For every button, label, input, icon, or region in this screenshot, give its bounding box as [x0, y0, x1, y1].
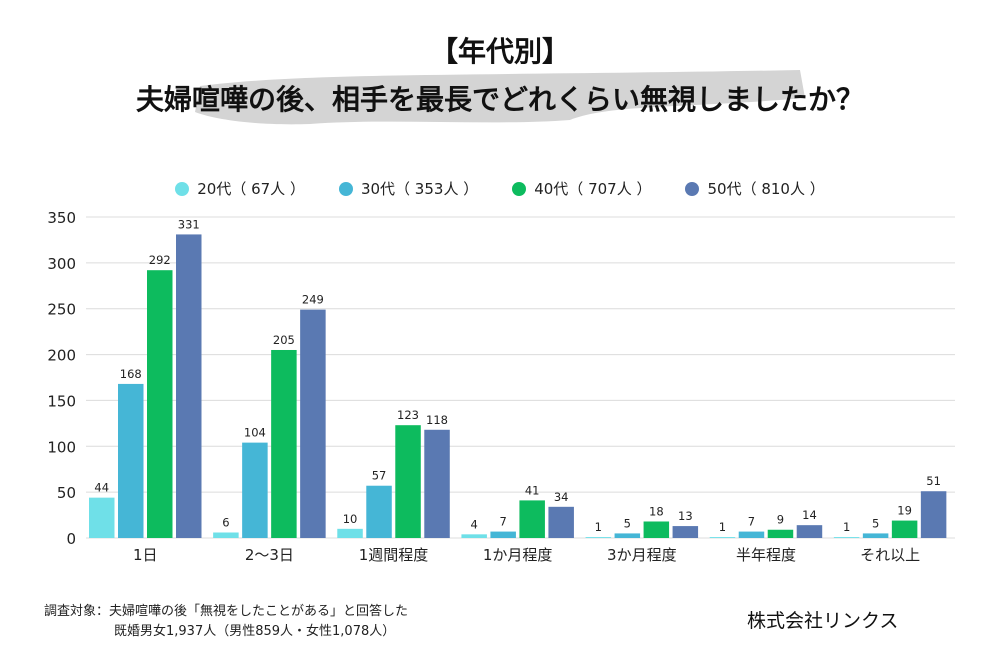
- bar: [147, 270, 173, 538]
- data-label: 19: [897, 504, 912, 518]
- data-label: 51: [926, 474, 941, 488]
- bar: [614, 533, 641, 538]
- legend-item-50s: 50代（ 810人 ）: [685, 178, 825, 199]
- bar: [395, 425, 421, 538]
- x-tick-label: 1か月程度: [483, 546, 553, 564]
- bar: [176, 234, 202, 538]
- bar: [920, 491, 947, 538]
- bar: [300, 309, 326, 538]
- legend-swatch-50s: [685, 181, 700, 196]
- bar: [490, 531, 516, 538]
- legend-swatch-40s: [512, 181, 527, 196]
- data-label: 168: [120, 367, 142, 381]
- data-label: 14: [802, 508, 817, 522]
- y-tick-label: 150: [47, 392, 76, 410]
- data-label: 292: [149, 253, 171, 267]
- bar: [767, 529, 794, 538]
- brush-stroke-decoration: [195, 70, 805, 125]
- bar: [891, 520, 918, 538]
- title-line-1: 【年代別】: [429, 35, 570, 68]
- data-label: 1: [719, 520, 726, 534]
- bar: [213, 532, 239, 538]
- bar: [271, 349, 297, 538]
- bar: [738, 531, 765, 538]
- legend-label-40s: 40代（ 707人 ）: [534, 180, 652, 198]
- data-label: 205: [273, 333, 295, 347]
- data-label: 118: [426, 413, 448, 427]
- data-label: 7: [748, 515, 755, 529]
- x-tick-label: 半年程度: [736, 546, 796, 564]
- bar: [424, 429, 450, 538]
- bar: [337, 528, 363, 538]
- legend-swatch-20s: [175, 181, 190, 196]
- y-tick-label: 50: [57, 484, 76, 502]
- bar: [862, 533, 889, 538]
- company-name: 株式会社リンクス: [747, 610, 899, 632]
- data-label: 57: [372, 469, 387, 483]
- legend-label-50s: 50代（ 810人 ）: [707, 180, 825, 198]
- data-label: 1: [843, 520, 850, 534]
- data-label: 13: [678, 509, 693, 523]
- bar: [548, 506, 574, 538]
- data-label: 4: [471, 517, 478, 531]
- legend-label-20s: 20代（ 67人 ）: [197, 180, 305, 198]
- bar: [585, 537, 612, 538]
- data-label: 34: [554, 490, 569, 504]
- bar: [519, 500, 545, 538]
- y-tick-label: 250: [47, 301, 76, 319]
- data-label: 6: [222, 515, 229, 529]
- data-label: 10: [343, 512, 358, 526]
- legend: 20代（ 67人 ） 30代（ 353人 ） 40代（ 707人 ） 50代（ …: [0, 178, 1000, 199]
- data-label: 44: [94, 481, 109, 495]
- survey-note: 調査対象：夫婦喧嘩の後「無視をしたことがある」と回答した 既婚男女1,937人（…: [44, 602, 408, 642]
- title-line-2: 夫婦喧嘩の後、相手を最長でどれくらい無視しましたか？: [135, 83, 864, 116]
- x-tick-label: 1日: [133, 546, 158, 564]
- bar: [461, 534, 487, 538]
- bar: [643, 521, 670, 538]
- y-tick-label: 350: [47, 209, 76, 227]
- data-label: 1: [595, 520, 602, 534]
- data-label: 7: [500, 515, 507, 529]
- y-tick-label: 300: [47, 255, 76, 273]
- bar: [366, 485, 392, 538]
- bar: [796, 525, 823, 538]
- survey-note-line-2: 既婚男女1,937人（男性859人・女性1,078人）: [114, 624, 396, 639]
- y-tick-label: 100: [47, 438, 76, 456]
- bar: [118, 383, 144, 538]
- x-tick-label: 1週間程度: [359, 546, 429, 564]
- data-label: 5: [872, 516, 879, 530]
- data-label: 104: [244, 426, 266, 440]
- data-label: 123: [397, 408, 419, 422]
- x-tick-label: 3か月程度: [607, 546, 677, 564]
- x-tick-label: それ以上: [860, 546, 920, 564]
- bar: [242, 442, 268, 538]
- bar: [672, 526, 699, 538]
- legend-item-40s: 40代（ 707人 ）: [512, 178, 651, 199]
- data-label: 331: [178, 217, 200, 231]
- bar: [89, 497, 115, 538]
- legend-swatch-30s: [338, 181, 353, 196]
- legend-label-30s: 30代（ 353人 ）: [360, 180, 479, 198]
- y-tick-label: 200: [47, 347, 76, 365]
- survey-note-line-1: 調査対象：夫婦喧嘩の後「無視をしたことがある」と回答した: [44, 604, 409, 619]
- x-tick-label: 2～3日: [245, 546, 294, 564]
- bar: [833, 537, 860, 538]
- data-label: 41: [525, 483, 540, 497]
- data-label: 5: [624, 516, 631, 530]
- legend-item-30s: 30代（ 353人 ）: [338, 178, 479, 199]
- legend-item-20s: 20代（ 67人 ）: [175, 178, 305, 199]
- y-tick-label: 0: [66, 530, 76, 548]
- data-label: 18: [649, 504, 664, 518]
- data-label: 9: [777, 513, 784, 527]
- data-label: 249: [302, 293, 324, 307]
- bar: [709, 537, 736, 538]
